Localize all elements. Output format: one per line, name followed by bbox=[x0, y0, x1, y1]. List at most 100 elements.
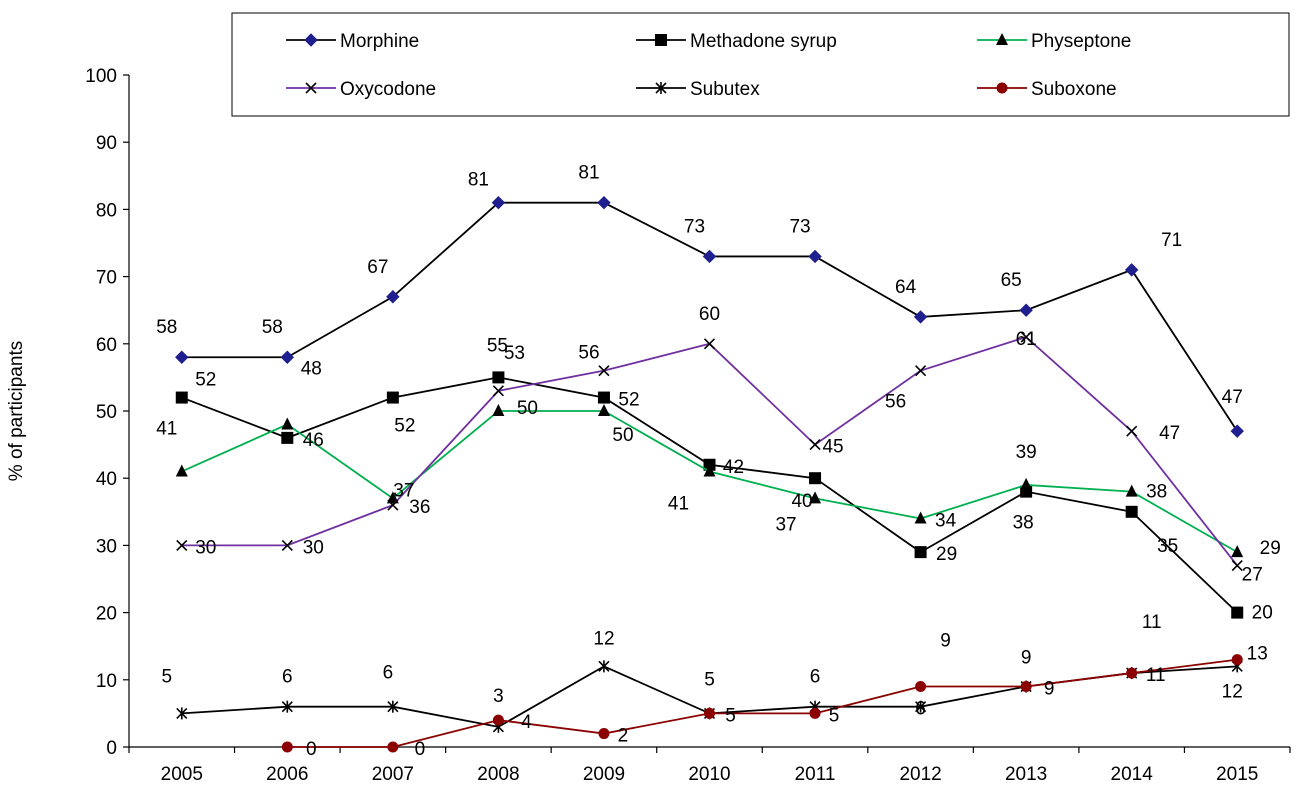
data-point bbox=[281, 539, 293, 551]
data-point bbox=[1124, 263, 1139, 277]
x-tick-label: 2012 bbox=[899, 764, 941, 785]
y-tick-label: 90 bbox=[96, 133, 117, 154]
data-label: 48 bbox=[301, 358, 322, 379]
data-label: 60 bbox=[699, 304, 720, 325]
data-label: 11 bbox=[1142, 612, 1162, 633]
series-layer bbox=[175, 195, 1244, 753]
data-point bbox=[809, 472, 822, 485]
data-label: 35 bbox=[1157, 536, 1178, 557]
legend-marker bbox=[996, 33, 1008, 45]
legend-item: Oxycodone bbox=[286, 79, 436, 100]
axes bbox=[128, 75, 1290, 748]
legend-marker bbox=[655, 82, 667, 94]
legend-box bbox=[231, 12, 1290, 117]
data-label: 58 bbox=[262, 317, 283, 338]
data-point bbox=[597, 195, 611, 210]
data-label: 39 bbox=[1016, 442, 1037, 463]
data-point bbox=[914, 546, 927, 559]
data-point bbox=[1231, 654, 1243, 666]
x-tick-label: 2013 bbox=[1005, 764, 1047, 785]
data-label: 56 bbox=[885, 392, 906, 413]
legend-marker bbox=[304, 33, 318, 47]
data-point bbox=[1019, 303, 1033, 317]
data-point bbox=[808, 249, 822, 264]
data-point bbox=[175, 464, 188, 477]
data-label: 9 bbox=[940, 631, 951, 652]
data-label: 0 bbox=[306, 739, 317, 760]
y-tick-label: 0 bbox=[106, 738, 117, 759]
data-label: 6 bbox=[383, 663, 394, 684]
data-label: 67 bbox=[367, 257, 388, 278]
series-line bbox=[287, 658, 1238, 748]
data-label: 6 bbox=[282, 667, 293, 688]
data-point bbox=[704, 707, 715, 719]
data-point bbox=[492, 385, 504, 397]
data-point bbox=[386, 391, 399, 404]
series-oxycodone bbox=[176, 331, 1243, 572]
data-point bbox=[387, 741, 399, 753]
data-label: 12 bbox=[593, 628, 614, 649]
data-label: 36 bbox=[409, 497, 430, 518]
y-tick-label: 40 bbox=[96, 469, 117, 490]
data-label: 53 bbox=[504, 343, 525, 364]
y-tick-label: 60 bbox=[96, 335, 117, 356]
data-label: 12 bbox=[1222, 681, 1243, 702]
data-label: 29 bbox=[936, 544, 957, 565]
legend: Morphine Methadone syrup Physeptone Oxycodo… bbox=[231, 12, 1290, 117]
data-label: 30 bbox=[195, 537, 216, 558]
data-label: 52 bbox=[394, 416, 415, 437]
data-label: 81 bbox=[578, 163, 599, 184]
legend-marker bbox=[655, 34, 667, 46]
data-label: 58 bbox=[156, 317, 177, 338]
data-label: 13 bbox=[1247, 644, 1268, 665]
data-point bbox=[914, 511, 927, 524]
x-tick-label: 2006 bbox=[266, 764, 308, 785]
data-point bbox=[597, 404, 610, 416]
data-point bbox=[387, 700, 399, 713]
legend-item: Subutex bbox=[636, 79, 760, 100]
data-label: 2 bbox=[618, 726, 629, 747]
series-suboxone bbox=[281, 654, 1243, 753]
data-point bbox=[702, 249, 717, 264]
data-label: 0 bbox=[415, 739, 426, 760]
x-tick-label: 2014 bbox=[1111, 764, 1154, 785]
data-point bbox=[281, 431, 294, 444]
y-tick-label: 70 bbox=[96, 268, 117, 289]
data-point bbox=[598, 728, 610, 740]
data-label: 47 bbox=[1222, 387, 1243, 408]
data-point bbox=[175, 350, 189, 364]
data-point bbox=[175, 391, 188, 404]
data-label: 52 bbox=[195, 370, 216, 391]
data-point bbox=[1020, 477, 1033, 490]
data-point bbox=[386, 290, 400, 304]
data-label: 81 bbox=[468, 170, 489, 191]
data-point bbox=[492, 714, 504, 726]
data-point bbox=[915, 365, 927, 377]
data-label: 34 bbox=[935, 511, 957, 532]
data-label: 46 bbox=[303, 430, 324, 451]
data-label: 45 bbox=[822, 437, 843, 458]
data-label: 37 bbox=[775, 514, 796, 535]
data-label: 55 bbox=[487, 335, 508, 356]
data-label: 38 bbox=[1146, 482, 1167, 503]
series-line bbox=[181, 336, 1238, 567]
x-tick-label: 2011 bbox=[795, 764, 836, 785]
data-label: 9 bbox=[1021, 648, 1032, 669]
legend-label: Suboxone bbox=[1031, 79, 1117, 100]
data-point bbox=[809, 707, 821, 719]
data-point bbox=[176, 707, 188, 720]
y-tick-label: 80 bbox=[96, 200, 117, 221]
x-tick-label: 2005 bbox=[161, 764, 203, 785]
data-point bbox=[281, 741, 293, 753]
y-tick-label: 100 bbox=[85, 66, 117, 87]
data-point bbox=[280, 350, 295, 364]
x-tick-label: 2007 bbox=[372, 764, 414, 785]
data-label: 9 bbox=[1044, 679, 1055, 700]
data-label: 64 bbox=[895, 277, 917, 298]
y-tick-label: 10 bbox=[96, 671, 117, 692]
data-label: 73 bbox=[789, 216, 810, 237]
data-point bbox=[492, 404, 505, 416]
data-label: 5 bbox=[725, 705, 736, 726]
